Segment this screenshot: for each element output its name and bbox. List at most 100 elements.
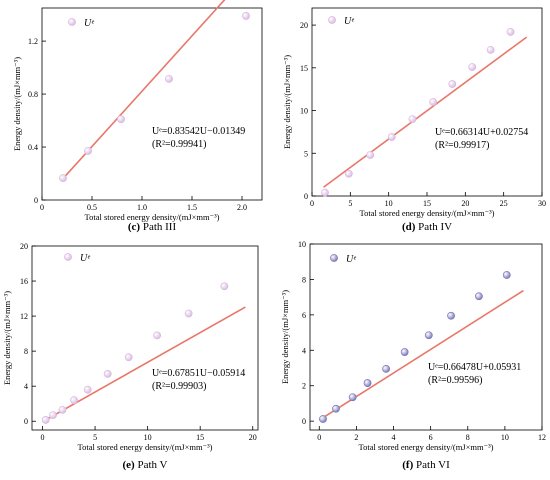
caption-text: Path III: [140, 221, 176, 233]
x-axis-label: Total stored energy density/(mJ×mm⁻³): [77, 442, 212, 452]
x-tick-label: 10: [144, 433, 152, 442]
plot-frame: [41, 7, 263, 201]
y-tick-label: 16: [20, 277, 28, 286]
data-point: [70, 396, 78, 405]
x-tick-label: 0.5: [87, 203, 97, 212]
data-point: [424, 331, 433, 340]
fit-line: [42, 306, 246, 423]
panel-caption: (f) Path VI: [402, 459, 450, 471]
plot-frame: [309, 243, 543, 431]
plot-frame: [311, 7, 543, 197]
y-tick-label: 1.2: [28, 37, 38, 46]
y-tick-label: 10: [300, 107, 308, 116]
x-tick-label: 10: [385, 199, 393, 208]
x-axis-label: Total stored energy density/(mJ×mm⁻³): [359, 208, 494, 218]
fit-line: [61, 0, 226, 181]
data-point: [124, 353, 133, 362]
panel-c: 0 0.5 1.0 1.5 2.0 0 0.4 0.8 1.2 Total stored ener…: [12, 0, 263, 233]
legend-marker: [330, 254, 338, 262]
x-tick-label: 10: [501, 433, 509, 442]
x-tick-label: 15: [196, 433, 204, 442]
x-tick-label: 5: [93, 433, 97, 442]
plot-frame: [31, 245, 259, 431]
fit-r-squared: (R²=0.99917): [435, 140, 489, 151]
data-point: [348, 393, 357, 402]
fit-r-squared: (R²=0.99596): [428, 375, 482, 386]
data-point: [58, 405, 67, 414]
panel-caption: (e) Path V: [122, 459, 167, 471]
data-point: [220, 282, 229, 291]
x-tick-label: 2.0: [237, 203, 247, 212]
y-tick-label: 12: [20, 312, 28, 321]
data-point: [366, 151, 375, 159]
data-point: [408, 115, 417, 123]
x-tick-label: 6: [429, 433, 433, 442]
x-tick-label: 20: [461, 199, 469, 208]
data-point: [83, 385, 92, 394]
caption-letter: (c): [128, 221, 141, 233]
x-tick-label: 20: [249, 433, 257, 442]
data-point: [387, 133, 396, 141]
x-tick-label: 5: [348, 199, 352, 208]
x-axis-label: Total stored energy density/(mJ×mm⁻³): [84, 212, 219, 222]
legend-label: Uᵉ: [80, 253, 90, 264]
fit-equation: Uᵉ=0.66478U+0.05931: [428, 362, 521, 373]
legend-label: Uᵉ: [346, 254, 356, 265]
y-axis-label: Energy density/(mJ×mm⁻³): [12, 57, 22, 151]
caption-letter: (e): [122, 459, 135, 471]
x-tick-label: 0: [310, 199, 314, 208]
y-axis-label: Energy density/(mJ×mm⁻³): [2, 291, 12, 385]
x-tick-label: 4: [392, 433, 396, 442]
caption-text: Path IV: [415, 221, 452, 233]
legend-label: Uᵉ: [344, 16, 354, 27]
panel-caption: (d) Path IV: [402, 221, 452, 233]
data-point: [429, 98, 438, 106]
fit-r-squared: (R²=0.99903): [152, 381, 206, 392]
y-tick-label: 10: [298, 240, 306, 249]
y-axis-label: Energy density/(mJ×mm⁻³): [280, 290, 290, 384]
caption-letter: (f): [402, 459, 413, 471]
data-point: [506, 28, 515, 36]
data-point: [400, 348, 409, 356]
x-tick-label: 25: [500, 199, 508, 208]
y-tick-label: 20: [300, 21, 308, 30]
y-tick-label: 0.8: [28, 90, 38, 99]
data-point: [103, 370, 112, 378]
y-tick-label: 4: [24, 382, 28, 391]
x-axis-label: Total stored energy density/(mJ×mm⁻³): [358, 442, 493, 452]
data-point: [344, 169, 353, 178]
x-tick-label: 8: [466, 433, 470, 442]
x-tick-label: 15: [423, 199, 431, 208]
y-tick-label: 15: [300, 64, 308, 73]
data-point: [84, 147, 92, 155]
x-tick-label: 2: [354, 433, 358, 442]
y-tick-label: 20: [20, 242, 28, 251]
data-point: [41, 416, 50, 424]
caption-letter: (d): [402, 221, 416, 233]
data-point: [117, 115, 125, 124]
x-tick-label: 1.5: [187, 203, 197, 212]
y-tick-label: 0.4: [28, 143, 38, 152]
fit-line: [323, 36, 528, 188]
y-tick-label: 0: [304, 192, 308, 201]
y-axis-label: Energy density/(mJ×mm⁻³): [282, 55, 292, 149]
y-tick-label: 2: [302, 382, 306, 391]
data-point: [319, 415, 327, 423]
y-tick-label: 8: [24, 347, 28, 356]
y-tick-label: 5: [304, 149, 308, 158]
panel-f: 0 2 4 6 8 10 12 0 2 4 6 8 10 Total stored energy dens…: [280, 240, 546, 471]
data-point: [447, 311, 455, 320]
x-tick-label: 12: [538, 433, 546, 442]
data-point: [59, 174, 67, 183]
data-point: [468, 63, 477, 71]
fit-equation: Uᵉ=0.83542U−0.01349: [152, 126, 245, 137]
data-point: [448, 80, 457, 88]
data-point: [486, 45, 495, 54]
panel-e: 0 5 10 15 20 0 4 8 12 16 20 Total stored energy den…: [2, 242, 259, 471]
fit-equation: Uᵉ=0.66314U+0.02754: [435, 127, 528, 138]
data-point: [502, 271, 511, 279]
x-tick-label: 1.0: [137, 203, 147, 212]
data-point: [321, 188, 329, 197]
fit-r-squared: (R²=0.99941): [152, 139, 206, 150]
